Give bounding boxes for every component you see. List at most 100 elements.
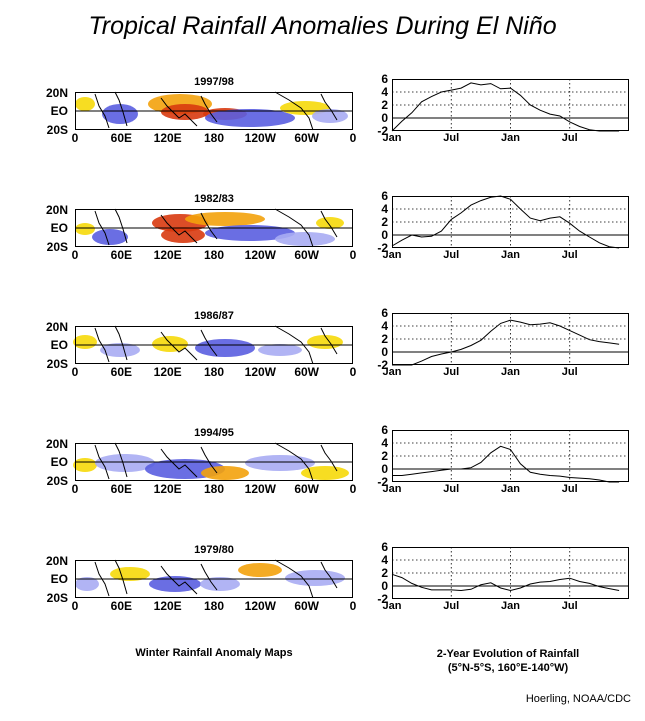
chart-frame [392, 79, 629, 131]
anomaly-region [149, 576, 201, 592]
coastline [274, 559, 314, 599]
page-title: Tropical Rainfall Anomalies During El Ni… [88, 12, 557, 40]
rainfall-anomaly-map [75, 208, 353, 248]
x-tick-label: Jan [382, 483, 402, 495]
x-tick-label: Jan [501, 249, 520, 261]
lon-label: 0 [71, 482, 79, 496]
lon-label: 60W [294, 131, 319, 145]
lon-label: 180 [203, 248, 225, 262]
map-frame [75, 326, 353, 364]
series-line [392, 445, 620, 483]
rainfall-evolution-chart [392, 430, 629, 483]
lon-label: 0 [71, 248, 79, 262]
lat-label: 20S [46, 357, 68, 371]
coastline [114, 442, 128, 478]
y-tick-label: -2 [377, 124, 388, 138]
y-tick-label: 2 [381, 566, 388, 580]
credit-text: Hoerling, NOAA/CDC [525, 693, 631, 705]
lon-label: 60W [294, 482, 319, 496]
coastline [160, 565, 198, 595]
evolution-caption-line2: (5°N-5°S, 160°E-140°W) [447, 662, 569, 674]
coastline [200, 446, 218, 474]
anomaly-region [161, 104, 209, 120]
lon-label: 120E [153, 248, 182, 262]
x-tick-label: Jan [501, 366, 520, 378]
lon-label: 180 [203, 482, 225, 496]
chart-frame [392, 196, 629, 248]
x-tick-label: Jul [561, 132, 578, 144]
coastline [200, 563, 218, 591]
coastline [114, 559, 128, 595]
y-tick-label: 6 [381, 540, 388, 554]
x-tick-label: Jul [443, 249, 460, 261]
anomaly-region [238, 563, 282, 577]
lat-label: 20N [45, 437, 68, 451]
coastline [320, 93, 338, 121]
anomaly-region [205, 109, 295, 127]
y-tick-label: -2 [377, 358, 388, 372]
y-tick-label: -2 [377, 241, 388, 255]
anomaly-region [201, 466, 249, 480]
coastline [320, 444, 338, 472]
map-frame [75, 209, 353, 247]
lat-label: 20S [46, 474, 68, 488]
coastline [320, 210, 338, 238]
lon-label: 60E [110, 482, 133, 496]
lat-label: 20N [45, 86, 68, 100]
map-frame [75, 560, 353, 598]
lat-label: 20S [46, 123, 68, 137]
anomaly-region [95, 454, 155, 472]
coastline [114, 91, 128, 127]
anomaly-region [92, 229, 128, 245]
anomaly-region [275, 232, 335, 246]
lon-label: 120E [153, 131, 182, 145]
map-title: 1997/98 [194, 76, 234, 88]
evolution-caption-line1: 2-Year Evolution of Rainfall [436, 648, 580, 660]
anomaly-region [301, 466, 349, 480]
y-tick-label: 2 [381, 98, 388, 112]
y-tick-label: 4 [381, 553, 388, 567]
x-tick-label: Jan [382, 249, 402, 261]
anomaly-region [285, 570, 345, 586]
lon-label: 60W [294, 599, 319, 613]
lon-label: 60E [110, 248, 133, 262]
lat-label: 20S [46, 240, 68, 254]
chart-frame [392, 430, 629, 482]
series-line [391, 195, 620, 249]
lon-label: 120W [244, 248, 277, 262]
lon-label: 120W [244, 482, 277, 496]
coastline [274, 442, 314, 482]
lat-label: EO [50, 221, 68, 235]
y-tick-label: 0 [381, 462, 388, 476]
y-tick-label: 2 [381, 332, 388, 346]
lon-label: 0 [71, 599, 79, 613]
anomaly-region [75, 577, 99, 591]
anomaly-region [195, 339, 255, 357]
map-title: 1982/83 [194, 193, 234, 205]
y-tick-label: -2 [377, 592, 388, 606]
x-tick-label: Jan [382, 132, 402, 144]
anomaly-region [102, 104, 138, 124]
chart-frame [392, 313, 629, 365]
lat-label: 20N [45, 203, 68, 217]
anomaly-region [152, 336, 188, 352]
anomaly-region [75, 97, 95, 111]
rainfall-anomaly-map [73, 442, 353, 482]
lat-label: 20S [46, 591, 68, 605]
y-tick-label: 0 [381, 345, 388, 359]
lat-label: 20N [45, 320, 68, 334]
anomaly-region [258, 344, 302, 356]
y-tick-label: 0 [381, 228, 388, 242]
lat-label: EO [50, 572, 68, 586]
lon-label: 120E [153, 482, 182, 496]
lat-label: EO [50, 104, 68, 118]
x-tick-label: Jul [561, 600, 578, 612]
anomaly-region [161, 227, 205, 243]
anomaly-region [316, 217, 344, 229]
anomaly-region [307, 335, 343, 349]
chart-frame [392, 547, 629, 599]
evolution-caption: 2-Year Evolution of Rainfall (5°N-5°S, 1… [388, 647, 628, 675]
anomaly-region [312, 109, 348, 123]
coastline [200, 329, 218, 357]
lon-label: 60W [294, 365, 319, 379]
